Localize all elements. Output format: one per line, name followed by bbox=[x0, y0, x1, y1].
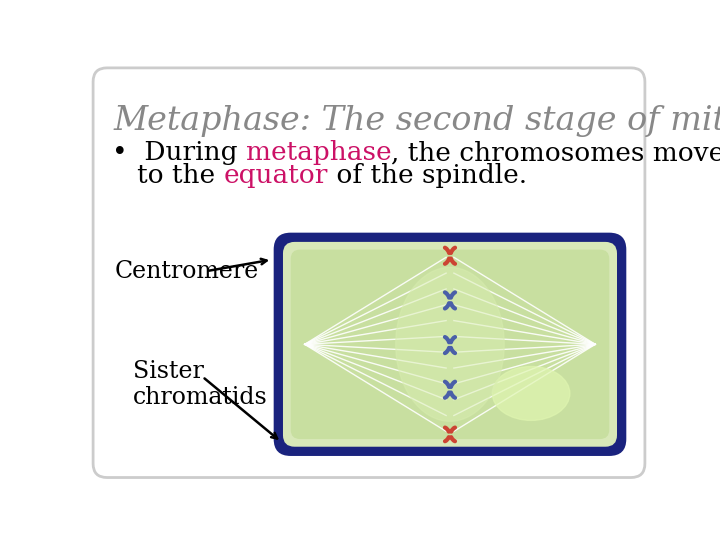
FancyBboxPatch shape bbox=[291, 249, 609, 439]
Ellipse shape bbox=[396, 267, 504, 421]
Ellipse shape bbox=[492, 367, 570, 420]
Text: Metaphase: The second stage of mitosis: Metaphase: The second stage of mitosis bbox=[113, 105, 720, 137]
FancyBboxPatch shape bbox=[283, 242, 617, 447]
Text: to the: to the bbox=[112, 164, 223, 188]
Text: equator: equator bbox=[223, 164, 328, 188]
FancyBboxPatch shape bbox=[274, 233, 626, 456]
Text: , the chromosomes move: , the chromosomes move bbox=[392, 140, 720, 165]
Text: •  During: • During bbox=[112, 140, 246, 165]
FancyBboxPatch shape bbox=[93, 68, 645, 477]
Text: metaphase: metaphase bbox=[246, 140, 392, 165]
Text: of the spindle.: of the spindle. bbox=[328, 164, 527, 188]
Text: Sister
chromatids: Sister chromatids bbox=[132, 360, 267, 409]
Text: Centromere: Centromere bbox=[114, 260, 259, 282]
